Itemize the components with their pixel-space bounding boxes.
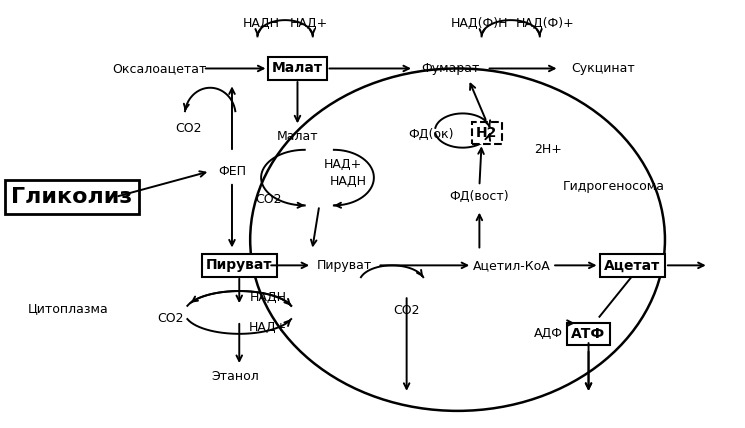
Text: АДФ: АДФ <box>534 327 563 340</box>
Text: НАД+: НАД+ <box>250 321 288 334</box>
Text: ФД(ок): ФД(ок) <box>408 128 454 141</box>
Text: Ацетил-КоА: Ацетил-КоА <box>473 259 551 272</box>
Text: Пируват: Пируват <box>317 259 372 272</box>
Text: ФД(вост): ФД(вост) <box>449 190 510 203</box>
Text: Сукцинат: Сукцинат <box>571 62 635 75</box>
Text: Оксалоацетат: Оксалоацетат <box>112 62 206 75</box>
Text: Малат: Малат <box>276 131 318 143</box>
Text: НАД+: НАД+ <box>289 17 328 30</box>
Text: CO2: CO2 <box>175 122 202 135</box>
Text: CO2: CO2 <box>157 312 183 325</box>
Text: Малат: Малат <box>272 62 323 75</box>
Text: Фумарат: Фумарат <box>421 62 480 75</box>
Text: Цитоплазма: Цитоплазма <box>28 302 109 315</box>
Text: НАДН: НАДН <box>250 291 287 304</box>
Text: H2: H2 <box>476 126 498 140</box>
Text: НАД(Ф)+: НАД(Ф)+ <box>516 17 574 30</box>
Text: НАД(Ф)Н: НАД(Ф)Н <box>451 17 508 30</box>
Text: Пируват: Пируват <box>206 259 273 272</box>
Text: CO2: CO2 <box>393 304 420 317</box>
Text: Гликолиз: Гликолиз <box>11 187 133 207</box>
Text: АТФ: АТФ <box>571 327 606 341</box>
Text: НАД+: НАД+ <box>324 158 363 171</box>
Text: НАДН: НАДН <box>330 175 367 188</box>
Text: CO2: CO2 <box>255 193 282 205</box>
Text: 2H+: 2H+ <box>535 143 562 156</box>
Text: ФЕП: ФЕП <box>218 165 246 178</box>
Text: Этанол: Этанол <box>212 370 259 383</box>
Text: Ацетат: Ацетат <box>604 259 660 272</box>
Text: НАДН: НАДН <box>243 17 279 30</box>
Text: Гидрогеносома: Гидрогеносома <box>563 180 665 193</box>
